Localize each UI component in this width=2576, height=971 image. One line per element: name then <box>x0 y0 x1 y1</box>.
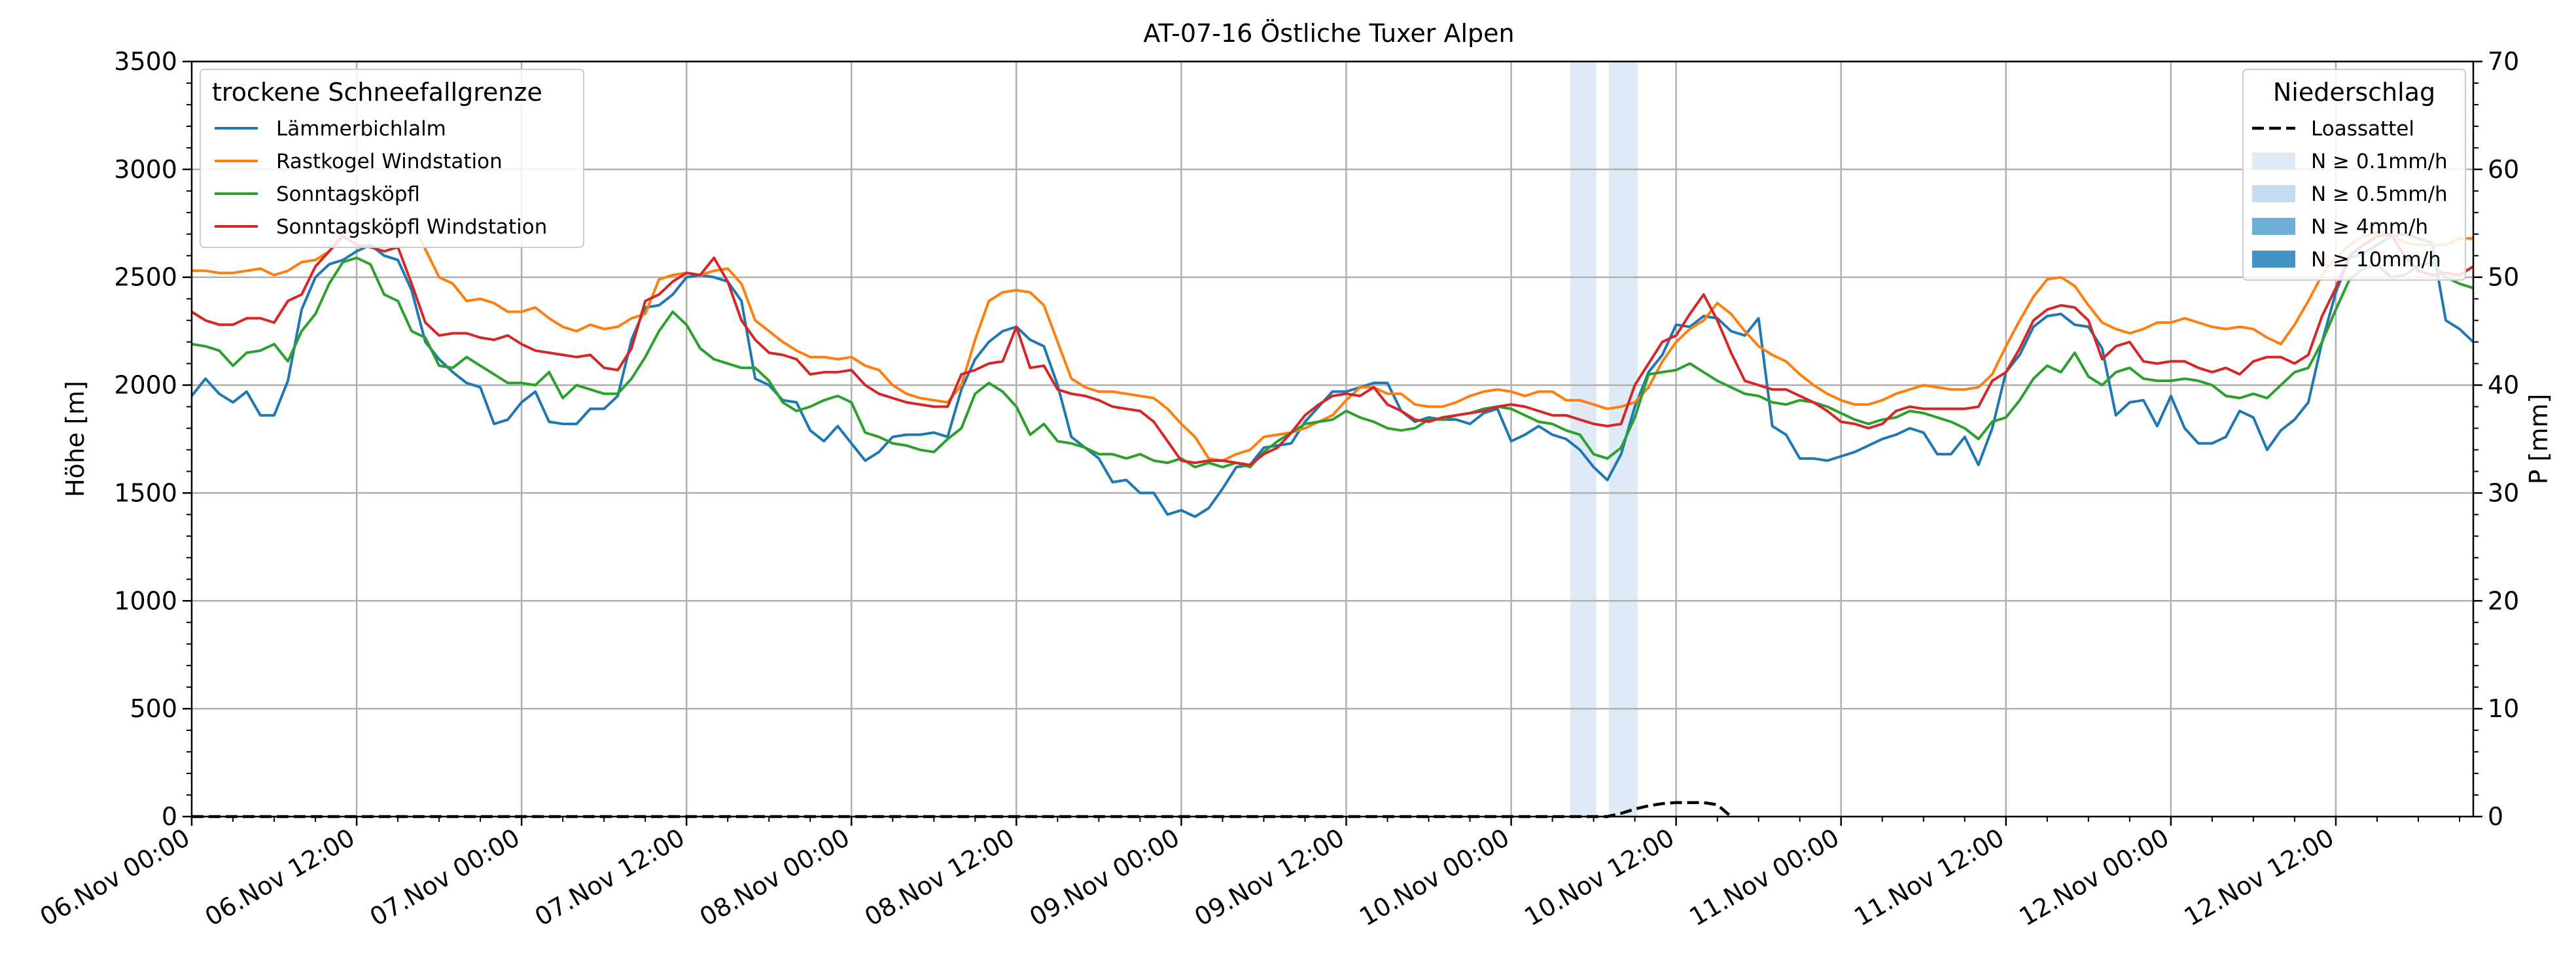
y-tick-label: 2500 <box>114 263 177 292</box>
y-axis-left: 0 500 1000 1500 2000 2500 3000 3500 <box>114 47 192 831</box>
y-tick-label: 500 <box>130 694 177 723</box>
y-tick-label: 3500 <box>114 47 177 76</box>
y-tick-label: 3000 <box>114 155 177 184</box>
legend-right-swatch <box>2252 251 2295 268</box>
y-axis-label: Höhe [m] <box>61 381 90 497</box>
x-tick-label: 08.Nov 00:00 <box>695 823 855 932</box>
legend-right-label: N ≥ 0.5mm/h <box>2311 183 2448 206</box>
precip-bands <box>1570 62 1638 817</box>
y2-tick-label: 50 <box>2488 263 2519 292</box>
y-tick-label: 1500 <box>114 478 177 507</box>
y-tick-label: 1000 <box>114 586 177 615</box>
legend-right-swatch <box>2252 185 2295 202</box>
series-line-1 <box>192 217 2473 462</box>
legend-right-label: N ≥ 10mm/h <box>2311 248 2441 272</box>
y2-tick-label: 40 <box>2488 371 2519 400</box>
legend-right-swatch <box>2252 218 2295 235</box>
y2-tick-label: 60 <box>2488 155 2519 184</box>
chart-title: AT-07-16 Östliche Tuxer Alpen <box>1143 19 1514 48</box>
x-tick-label: 11.Nov 00:00 <box>1684 823 1844 932</box>
y2-tick-label: 20 <box>2488 586 2519 615</box>
legend-left-label: Sonntagsköpfl <box>276 183 420 206</box>
legend-right-label: N ≥ 4mm/h <box>2311 215 2428 239</box>
legend-stations: trockene Schneefallgrenze Lämmerbichlalm R… <box>200 69 584 248</box>
y-tick-label: 2000 <box>114 371 177 400</box>
precip-band-1 <box>1608 62 1638 817</box>
legend-right-swatch <box>2252 152 2295 169</box>
x-tick-label: 11.Nov 12:00 <box>1849 823 2009 932</box>
y2-tick-label: 30 <box>2488 478 2519 507</box>
plot-frame <box>190 60 2475 818</box>
series-line-2 <box>191 256 2474 468</box>
y2-axis-label: P [mm] <box>2524 394 2553 485</box>
legend-right-label: Loassattel <box>2311 117 2414 141</box>
x-tick-label: 08.Nov 12:00 <box>860 823 1019 932</box>
legend-right-box <box>2242 69 2466 281</box>
y2-tick-label: 70 <box>2488 47 2519 76</box>
legend-right-title: Niederschlag <box>2273 78 2435 107</box>
x-tick-label: 06.Nov 00:00 <box>35 823 195 932</box>
series-line-3 <box>190 232 2475 467</box>
x-tick-label: 10.Nov 12:00 <box>1519 823 1679 932</box>
legend-left-label: Lämmerbichlalm <box>276 117 446 141</box>
x-tick-label: 07.Nov 12:00 <box>530 823 690 932</box>
legend-precipitation: Niederschlag Loassattel N ≥ 0.1mm/h N ≥ 0.5… <box>2242 69 2466 281</box>
legend-right-label: N ≥ 0.1mm/h <box>2311 150 2448 173</box>
y-tick-label: 0 <box>162 802 177 831</box>
series-lines <box>190 217 2475 819</box>
x-tick-label: 09.Nov 00:00 <box>1025 823 1184 932</box>
x-tick-label: 10.Nov 00:00 <box>1354 823 1514 932</box>
x-tick-label: 07.Nov 00:00 <box>365 823 525 932</box>
x-tick-label: 12.Nov 12:00 <box>2179 823 2339 932</box>
precip-line-loassattel <box>192 801 1733 819</box>
legend-left-label: Rastkogel Windstation <box>276 150 503 173</box>
y2-tick-label: 0 <box>2488 802 2503 831</box>
legend-left-box <box>200 69 584 248</box>
x-tick-label: 06.Nov 12:00 <box>200 823 360 932</box>
x-axis: 06.Nov 00:00 06.Nov 12:00 07.Nov 00:00 07.N… <box>35 817 2460 932</box>
legend-left-title: trockene Schneefallgrenze <box>212 78 542 107</box>
legend-left-label: Sonntagsköpfl Windstation <box>276 215 547 239</box>
x-tick-label: 09.Nov 12:00 <box>1190 823 1349 932</box>
x-tick-label: 12.Nov 00:00 <box>2015 823 2174 932</box>
y-axis-right: 0 10 20 30 40 50 60 70 <box>2473 47 2519 831</box>
y2-tick-label: 10 <box>2488 694 2519 723</box>
